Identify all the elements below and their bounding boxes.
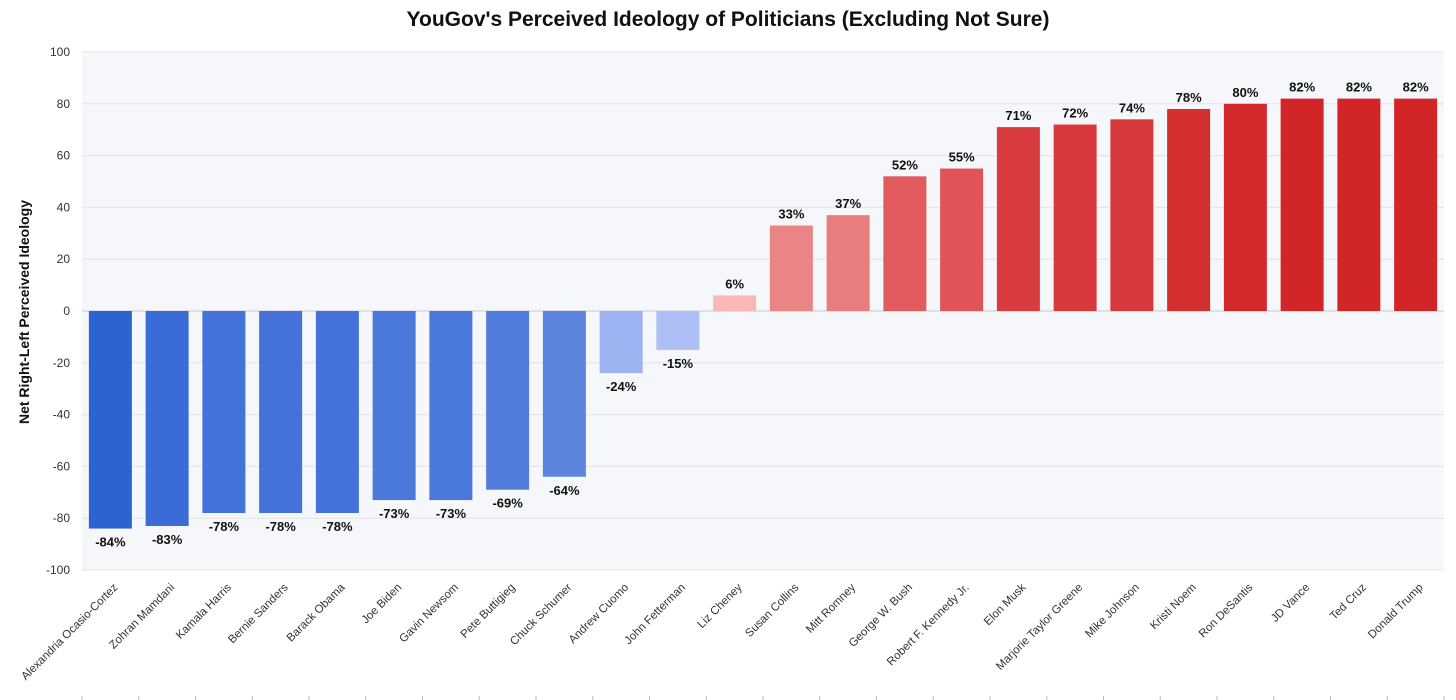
data-label: 80% [1232, 85, 1258, 100]
bar [202, 311, 246, 514]
data-label: 52% [892, 157, 918, 172]
bar [883, 176, 927, 311]
bar [429, 311, 473, 501]
x-tick-label: Ted Cruz [1328, 581, 1369, 622]
data-label: -78% [209, 519, 240, 534]
data-label: 78% [1176, 90, 1202, 105]
data-label: -64% [549, 483, 580, 498]
y-tick-label: 40 [57, 200, 71, 214]
data-label: 37% [835, 196, 861, 211]
x-tick-label: Elon Musk [982, 581, 1029, 628]
bar [88, 311, 132, 529]
bar [145, 311, 189, 526]
bar [1223, 103, 1267, 311]
bar [599, 311, 643, 374]
data-label: -24% [606, 379, 637, 394]
data-label: -78% [265, 519, 296, 534]
data-label: 82% [1346, 80, 1372, 95]
x-tick-label: John Fetterman [623, 582, 688, 647]
y-tick-label: 80 [57, 97, 71, 111]
bar [1337, 98, 1381, 312]
bar [542, 311, 586, 477]
data-label: -69% [492, 496, 523, 511]
x-tick-label: Bernie Sanders [226, 581, 291, 646]
x-tick-label: Mike Johnson [1083, 582, 1142, 641]
x-tick-label: Chuck Schumer [508, 582, 574, 648]
data-label: -84% [95, 535, 126, 550]
x-tick-label: Kristi Noem [1148, 582, 1199, 633]
bar [372, 311, 416, 501]
data-label: 6% [725, 276, 744, 291]
x-tick-label: Kamala Harris [174, 581, 234, 641]
data-label: -73% [379, 506, 410, 521]
bar [1110, 119, 1154, 311]
bar [769, 225, 813, 311]
x-tick-label: Mitt Romney [804, 581, 858, 635]
y-tick-label: -100 [46, 563, 70, 577]
data-label: -15% [663, 356, 694, 371]
bar [486, 311, 530, 490]
x-tick-label: Pete Buttigieg [459, 582, 518, 641]
bar [940, 168, 984, 311]
x-tick-label: Andrew Cuomo [567, 582, 632, 647]
y-tick-label: -60 [53, 459, 71, 473]
y-tick-label: -40 [53, 408, 71, 422]
y-tick-label: -20 [53, 356, 71, 370]
x-tick-label: Joe Biden [360, 582, 405, 627]
y-tick-label: 60 [57, 149, 71, 163]
x-tick-label: Barack Obama [285, 581, 348, 644]
bar [1394, 98, 1438, 312]
data-label: 82% [1289, 80, 1315, 95]
chart-title: YouGov's Perceived Ideology of Politicia… [406, 8, 1050, 31]
data-label: 74% [1119, 100, 1145, 115]
bar [996, 127, 1040, 311]
data-label: 71% [1005, 108, 1031, 123]
x-tick-label: Alexandria Ocasio-Cortez [19, 581, 120, 682]
y-tick-label: 0 [63, 304, 70, 318]
bar [1167, 108, 1211, 311]
y-tick-label: -80 [53, 511, 71, 525]
x-tick-label: Susan Collins [743, 581, 801, 639]
data-label: -78% [322, 519, 353, 534]
y-tick-label: 20 [57, 252, 71, 266]
data-label: 55% [949, 150, 975, 165]
data-label: 82% [1403, 80, 1429, 95]
bar [1053, 124, 1097, 312]
bar [315, 311, 359, 514]
bar [259, 311, 303, 514]
x-tick-label: Gavin Newsom [397, 582, 461, 646]
data-label: 33% [778, 207, 804, 222]
data-label: -83% [152, 532, 183, 547]
bar [656, 311, 700, 350]
x-tick-label: Ron DeSantis [1197, 581, 1256, 640]
x-tick-label: Donald Trump [1366, 582, 1426, 642]
data-label: -73% [436, 506, 467, 521]
bar [826, 215, 870, 311]
bar [1280, 98, 1324, 312]
x-tick-label: Liz Cheney [696, 581, 745, 630]
x-tick-label: JD Vance [1269, 582, 1312, 625]
data-label: 72% [1062, 106, 1088, 121]
y-tick-label: 100 [50, 45, 70, 59]
bar [713, 295, 757, 311]
